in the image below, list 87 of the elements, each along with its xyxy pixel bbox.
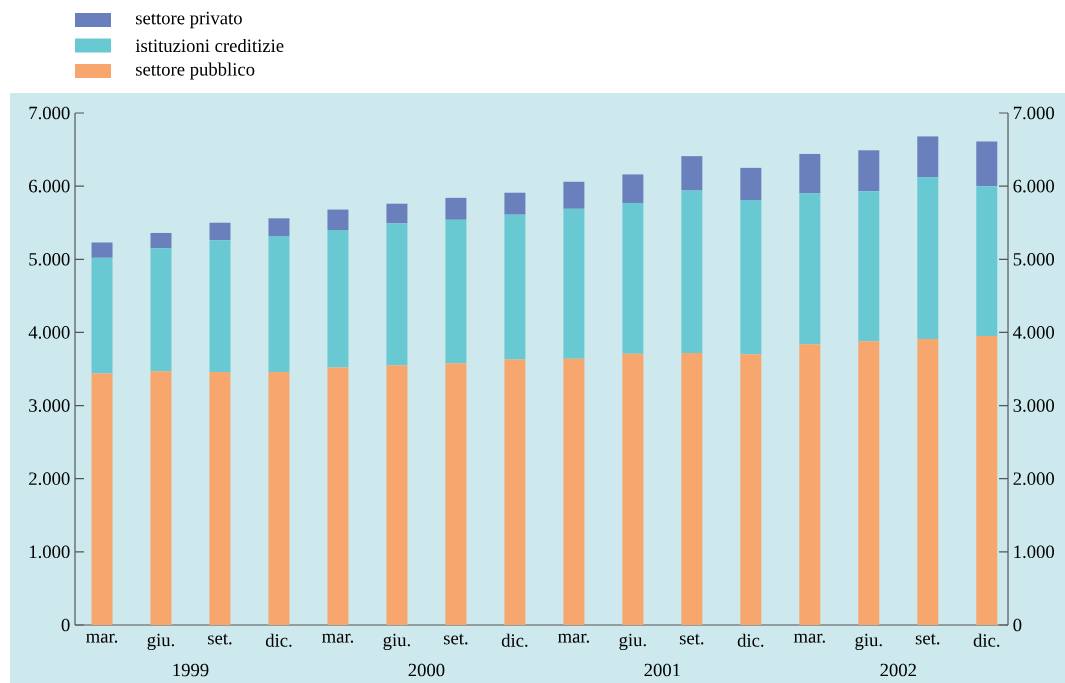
- bar: [681, 156, 703, 191]
- bar: [799, 153, 821, 194]
- text: 2001: [644, 663, 680, 677]
- x-tick-label: giu.: [147, 633, 175, 651]
- legend-label: settore pubblico: [136, 62, 255, 80]
- bar: [327, 209, 349, 231]
- bar: [563, 181, 585, 209]
- bar: [91, 242, 113, 258]
- x-tick-label: set.: [443, 633, 468, 645]
- y2-tick-label: 1.000: [29, 545, 70, 559]
- bar: [563, 358, 585, 625]
- y-tick-label: 5.000: [1013, 252, 1055, 266]
- text: 2002: [880, 663, 916, 677]
- bar: [622, 353, 644, 625]
- bar: [386, 365, 408, 625]
- bar: [917, 136, 939, 178]
- y-tick-label: 0: [1013, 618, 1022, 632]
- bar: [327, 230, 349, 368]
- bar: [917, 339, 939, 625]
- bar: [740, 167, 762, 201]
- y2-tick-label: 2.000: [29, 472, 70, 486]
- bar: [268, 218, 290, 237]
- bar: [445, 197, 467, 220]
- x-tick-label: mar.: [557, 633, 589, 643]
- x-tick-label: dic.: [737, 633, 764, 647]
- x-tick-label: set.: [208, 633, 232, 645]
- bar: [150, 371, 172, 625]
- bar: [445, 363, 467, 625]
- bar: [799, 344, 821, 625]
- text: 2000: [408, 663, 445, 677]
- x-tick-label: dic.: [265, 633, 292, 647]
- bar: [622, 202, 644, 354]
- x-tick-label: mar.: [322, 633, 354, 643]
- y-tick-label: 7.000: [1013, 106, 1055, 120]
- bar: [209, 240, 231, 372]
- bar: [445, 219, 467, 364]
- y2-tick-label: 3.000: [29, 399, 70, 412]
- bar: [799, 193, 821, 345]
- bar: [386, 223, 408, 366]
- x-tick-label: dic.: [973, 633, 1000, 647]
- x-tick-label: giu.: [855, 633, 882, 651]
- y-tick-label: 2.000: [1013, 472, 1055, 486]
- y2-tick-label: 0: [61, 618, 70, 632]
- bar: [504, 359, 526, 625]
- y-tick-label: 4.000: [1013, 326, 1055, 339]
- bar: [917, 177, 939, 340]
- y-tick-label: 6.000: [1013, 179, 1055, 193]
- bar: [268, 371, 290, 625]
- x-tick-label: giu.: [383, 633, 410, 651]
- bar: [327, 367, 349, 625]
- bar: [504, 192, 526, 215]
- x-tick-label: set.: [915, 633, 940, 645]
- x-tick-label: giu.: [619, 633, 646, 651]
- text: 1999: [173, 663, 209, 677]
- bar: [681, 352, 703, 625]
- bar: [858, 341, 880, 625]
- bar: [976, 186, 998, 337]
- bar: [504, 214, 526, 360]
- bar: [563, 208, 585, 359]
- bar: [740, 200, 762, 355]
- bar: [681, 190, 703, 353]
- x-tick-label: mar.: [86, 633, 118, 643]
- y-tick-label: 1.000: [1014, 545, 1055, 559]
- bar: [209, 222, 231, 241]
- bar: [268, 236, 290, 372]
- bar: [150, 232, 172, 249]
- bar: [976, 336, 998, 625]
- legend-label: settore privato: [136, 11, 242, 29]
- bar: [858, 150, 880, 192]
- bar: [386, 203, 408, 224]
- y2-tick-label: 6.000: [29, 179, 70, 193]
- legend-label: istituzioni creditizie: [135, 38, 284, 53]
- y2-tick-label: 7.000: [29, 106, 70, 120]
- bar: [150, 248, 172, 372]
- bar: [976, 141, 998, 187]
- y2-tick-label: 5.000: [29, 252, 70, 266]
- bar: [858, 191, 880, 342]
- bar: [209, 371, 231, 625]
- x-tick-label: set.: [679, 633, 704, 645]
- bar: [91, 373, 113, 625]
- bar: [91, 257, 113, 374]
- x-tick-label: mar.: [793, 633, 825, 643]
- bar: [740, 354, 762, 625]
- bar: [622, 174, 644, 203]
- y2-tick-label: 4.000: [28, 326, 70, 339]
- y-tick-label: 3.000: [1013, 399, 1055, 412]
- x-tick-label: dic.: [501, 633, 528, 647]
